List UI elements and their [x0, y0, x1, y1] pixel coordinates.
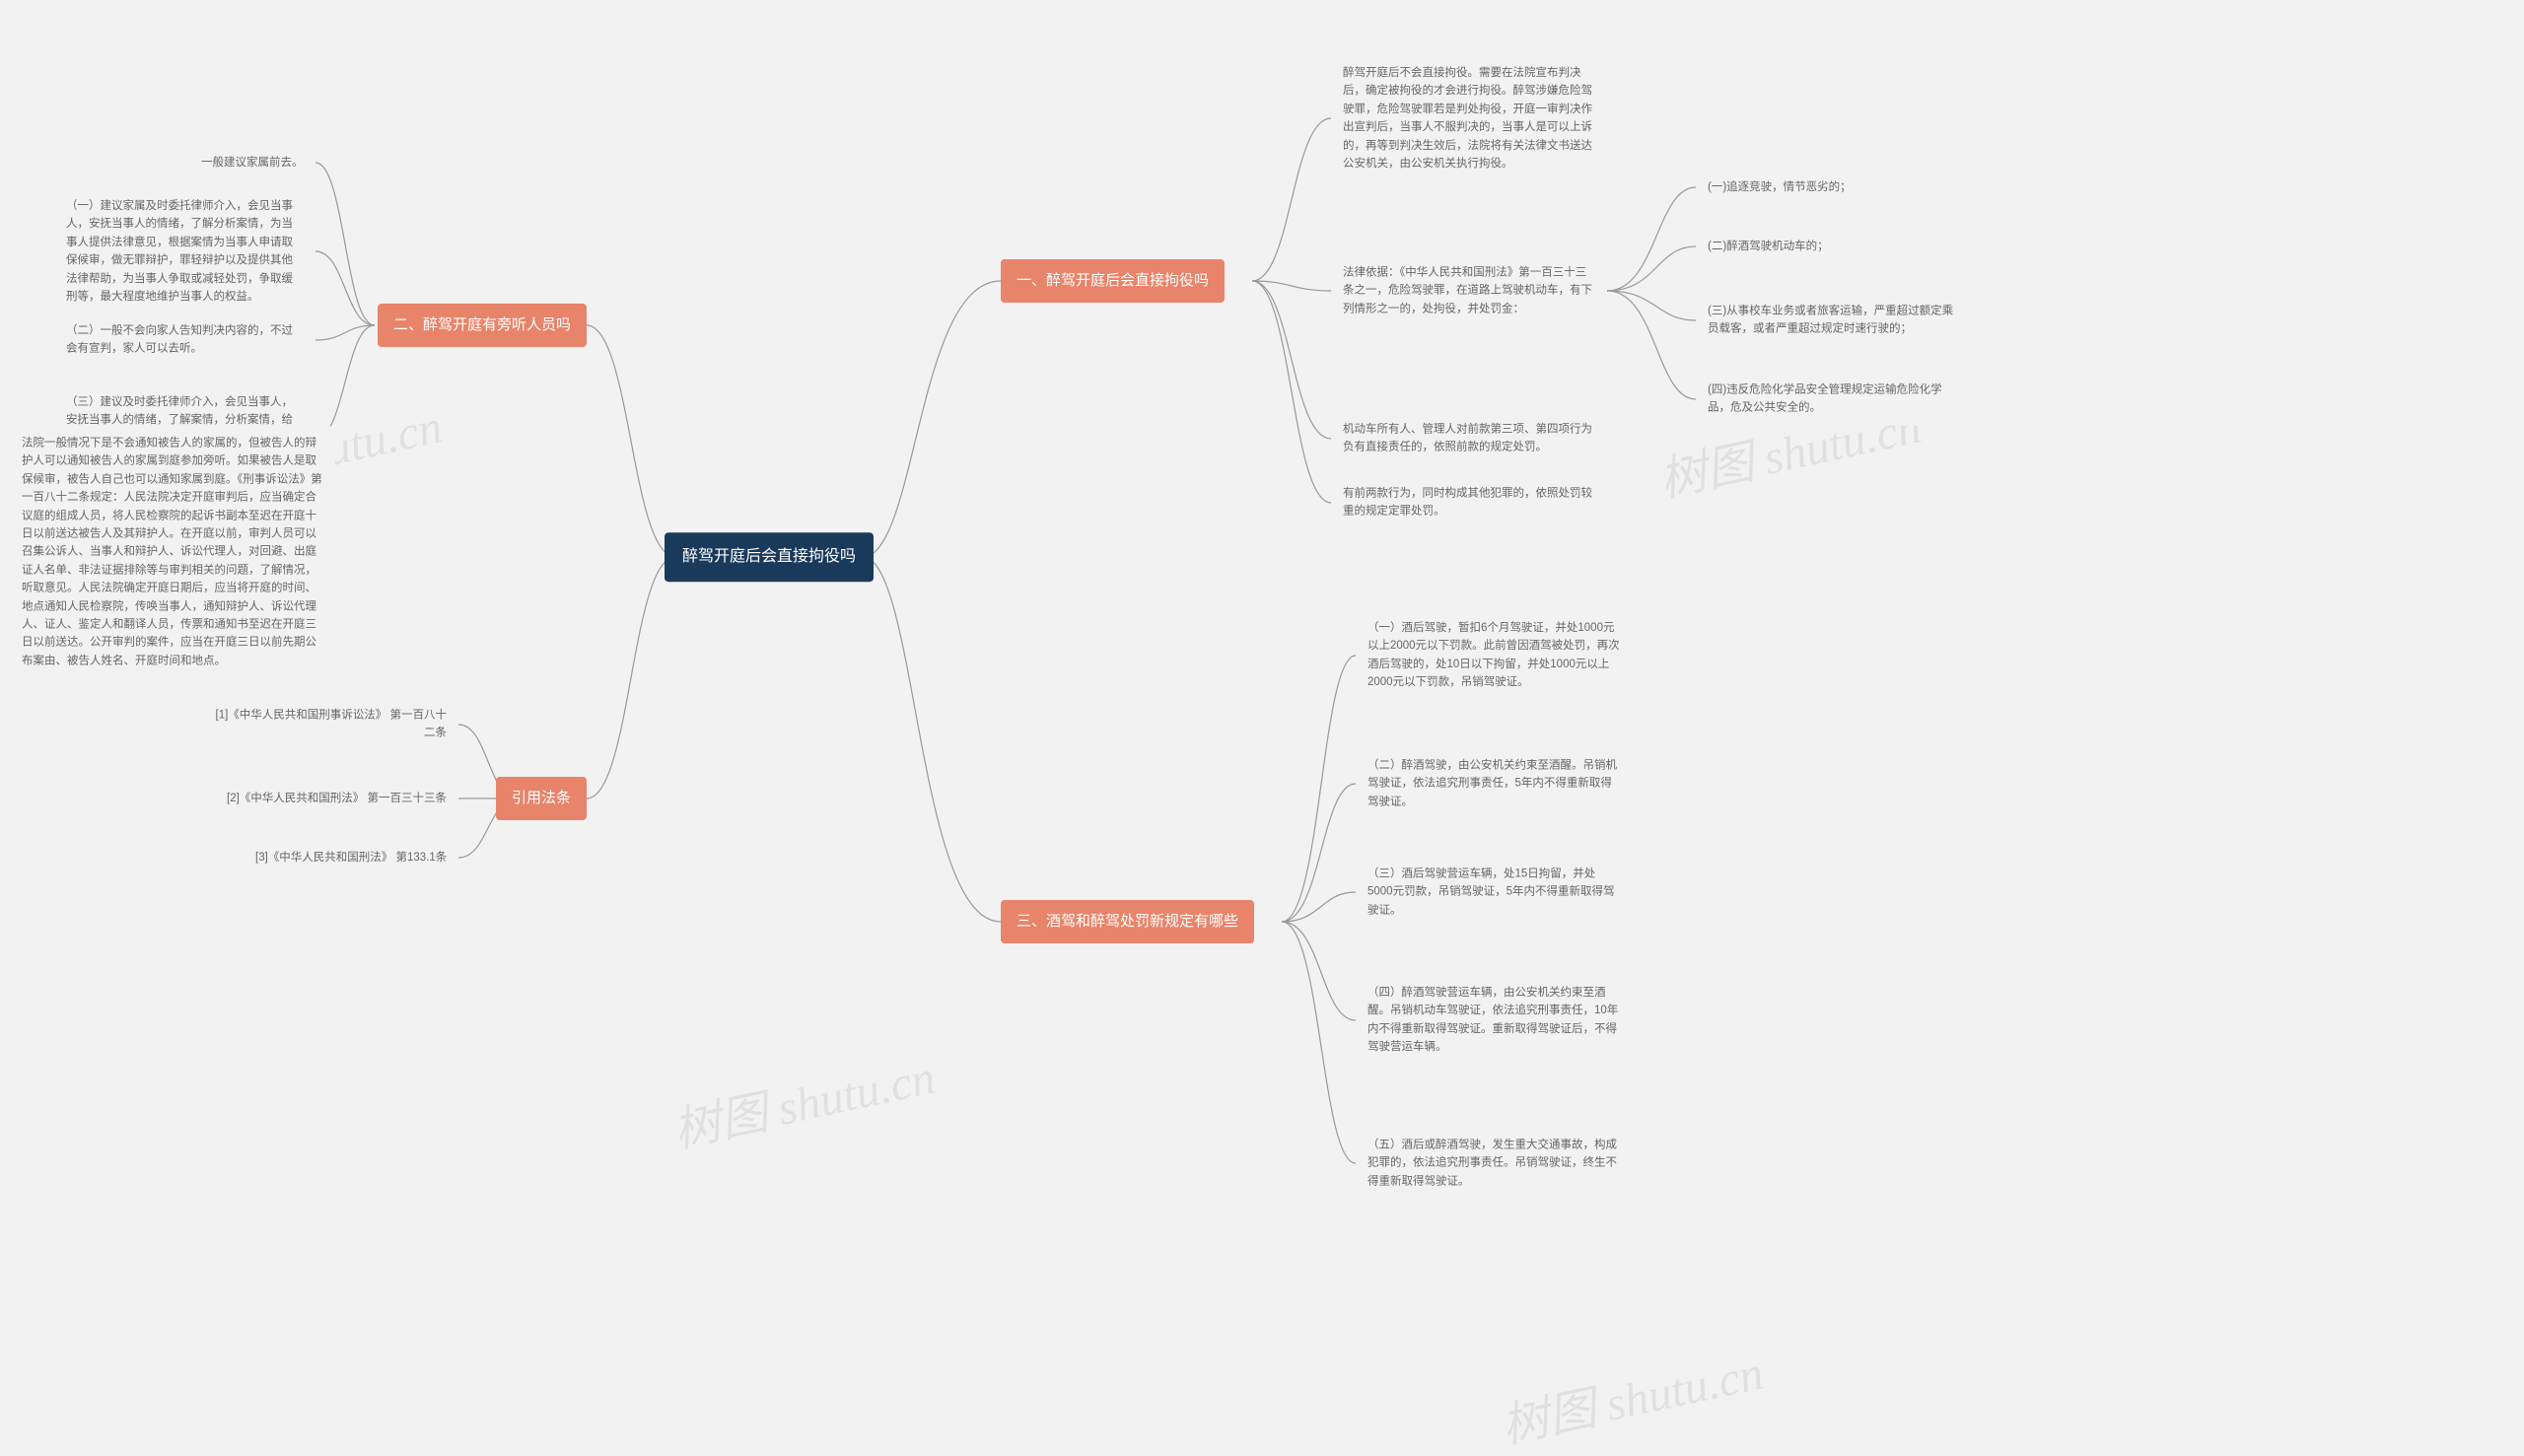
watermark: 树图 shutu.cn: [1495, 1334, 1769, 1456]
watermark: 树图 shutu.cn: [666, 1038, 941, 1160]
leaf-b1c2a: (一)追逐竞驶，情节恶劣的；: [1696, 171, 1863, 204]
leaf-b2c3: （二）一般不会向家人告知判决内容的，不过会有宣判，家人可以去听。: [54, 314, 316, 367]
branch-2[interactable]: 二、醉驾开庭有旁听人员吗: [378, 304, 587, 347]
leaf-b1c2: 法律依据：《中华人民共和国刑法》第一百三十三条之一，危险驾驶罪，在道路上驾驶机动…: [1331, 255, 1607, 325]
leaf-b3c3: （三）酒后驾驶营运车辆，处15日拘留，并处5000元罚款，吊销驾驶证，5年内不得…: [1356, 857, 1632, 927]
leaf-b3c4: （四）醉酒驾驶营运车辆，由公安机关约束至酒醒。吊销机动车驾驶证，依法追究刑事责任…: [1356, 976, 1632, 1065]
leaf-b2c1: 一般建议家属前去。: [189, 146, 316, 179]
branch-3[interactable]: 三、酒驾和醉驾处罚新规定有哪些: [1001, 900, 1254, 943]
leaf-b3c5: （五）酒后或醉酒驾驶，发生重大交通事故，构成犯罪的，依法追究刑事责任。吊销驾驶证…: [1356, 1128, 1632, 1198]
leaf-brc3: [3]《中华人民共和国刑法》 第133.1条: [244, 841, 458, 874]
leaf-b1c2b: (二)醉酒驾驶机动车的；: [1696, 230, 1841, 263]
leaf-b1c2c: (三)从事校车业务或者旅客运输，严重超过额定乘员载客，或者严重超过规定时速行驶的…: [1696, 295, 1972, 347]
leaf-b1c4: 有前两款行为，同时构成其他犯罪的，依照处罚较重的规定定罪处罚。: [1331, 477, 1607, 529]
branch-ref[interactable]: 引用法条: [496, 777, 587, 820]
leaf-b3c2: （二）醉酒驾驶，由公安机关约束至酒醒。吊销机驾驶证，依法追究刑事责任，5年内不得…: [1356, 748, 1632, 818]
leaf-b1c2d: (四)违反危险化学品安全管理规定运输危险化学品，危及公共安全的。: [1696, 374, 1972, 426]
root-node[interactable]: 醉驾开庭后会直接拘役吗: [665, 532, 874, 582]
leaf-b2c2: （一）建议家属及时委托律师介入，会见当事人，安抚当事人的情绪，了解分析案情，为当…: [54, 189, 316, 313]
leaf-b1c1: 醉驾开庭后不会直接拘役。需要在法院宣布判决后，确定被拘役的才会进行拘役。醉驾涉嫌…: [1331, 56, 1607, 180]
leaf-brc1: [1]《中华人民共和国刑事诉讼法》 第一百八十二条: [197, 699, 458, 751]
branch-1[interactable]: 一、醉驾开庭后会直接拘役吗: [1001, 259, 1225, 303]
leaf-b3c1: （一）酒后驾驶，暂扣6个月驾驶证，并处1000元以上2000元以下罚款。此前曾因…: [1356, 611, 1632, 700]
leaf-b1c3: 机动车所有人、管理人对前款第三项、第四项行为负有直接责任的，依照前款的规定处罚。: [1331, 413, 1607, 465]
leaf-brc2: [2]《中华人民共和国刑法》 第一百三十三条: [215, 782, 458, 815]
leaf-b2c4a: 法院一般情况下是不会通知被告人的家属的，但被告人的辩护人可以通知被告人的家属到庭…: [10, 426, 335, 677]
